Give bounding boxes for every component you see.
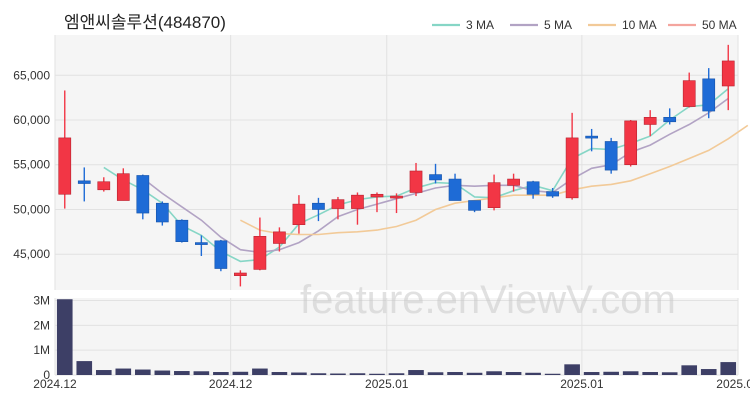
candle-body [175, 219, 189, 242]
volume-bar [330, 373, 346, 375]
volume-bar [603, 371, 619, 375]
price-panel-background [55, 35, 738, 290]
volume-tick-label: 1M [33, 343, 50, 357]
candle-body [195, 242, 208, 245]
candle-body [214, 240, 228, 269]
volume-bar [213, 372, 229, 375]
candle-body [585, 135, 598, 139]
candle-body [507, 178, 520, 186]
x-tick-label: 2025.01 [365, 377, 409, 391]
candle-body [565, 137, 579, 199]
candle-body [702, 78, 716, 112]
candle-body [526, 181, 540, 195]
volume-bar [486, 371, 502, 375]
volume-bar [408, 370, 424, 375]
volume-tick-label: 3M [33, 293, 50, 307]
candle-body [234, 272, 247, 276]
volume-panel-background [55, 298, 738, 375]
volume-bar [369, 373, 385, 375]
volume-bar [135, 369, 151, 375]
volume-bar [427, 372, 444, 375]
candle-body [351, 194, 364, 209]
volume-bar [388, 373, 405, 375]
volume-bar [252, 368, 268, 375]
x-tick-label: 2025.02 [716, 377, 750, 391]
candle-body [468, 200, 481, 211]
candle-body [331, 199, 345, 209]
volume-bar [681, 365, 698, 375]
volume-bar [564, 364, 580, 375]
legend-label: 3 MA [466, 18, 494, 32]
candle-body [409, 170, 423, 193]
volume-bar [642, 372, 658, 375]
candle-body [721, 60, 735, 87]
candle-body [390, 195, 403, 199]
candle-body [429, 174, 442, 181]
volume-bar [193, 371, 210, 375]
volume-bar [720, 362, 737, 375]
legend-label: 5 MA [544, 18, 572, 32]
volume-bar [271, 372, 288, 375]
volume-bar [525, 372, 541, 375]
x-tick-label: 2024.12 [209, 377, 253, 391]
volume-bar [56, 299, 73, 375]
volume-bar [95, 370, 112, 375]
candle-body [77, 180, 91, 184]
volume-bar [505, 372, 522, 375]
volume-bar [310, 373, 327, 375]
volume-bar [544, 373, 561, 375]
volume-bar [583, 372, 600, 375]
price-tick-label: 45,000 [13, 247, 50, 261]
candle-body [97, 181, 111, 191]
candle-body [312, 202, 325, 210]
volume-bar [174, 371, 190, 375]
volume-bar [154, 370, 171, 375]
candle-body [136, 175, 150, 214]
volume-bar [349, 373, 366, 375]
x-tick-label: 2024.12 [33, 377, 77, 391]
x-tick-label: 2025.01 [560, 377, 604, 391]
price-tick-label: 50,000 [13, 202, 50, 216]
candle-body [292, 203, 306, 225]
volume-bar [661, 372, 678, 375]
candle-body [487, 182, 501, 208]
candle-body [448, 178, 462, 201]
volume-bar [447, 372, 463, 375]
candle-body [643, 117, 657, 125]
volume-tick-label: 2M [33, 318, 50, 332]
candle-body [604, 141, 618, 171]
candle-body [624, 120, 638, 166]
volume-bar [291, 372, 307, 375]
volume-bar [115, 368, 132, 375]
chart-title: 엠앤씨솔루션(484870) [64, 13, 226, 32]
candle-body [682, 80, 696, 107]
candle-body [58, 137, 72, 195]
candle-body [546, 191, 559, 197]
watermark: feature.enViewV.com [300, 278, 676, 322]
candle-body [370, 193, 384, 198]
candle-body [663, 117, 677, 123]
volume-bar [76, 361, 93, 375]
candle-body [253, 236, 267, 270]
price-tick-label: 60,000 [13, 113, 50, 127]
candle-body [155, 202, 169, 223]
volume-bar [466, 372, 483, 375]
price-tick-label: 55,000 [13, 158, 50, 172]
volume-bar [622, 371, 639, 375]
volume-bar [700, 369, 717, 375]
legend-label: 50 MA [702, 18, 737, 32]
volume-tick-label: 0 [43, 368, 50, 382]
legend-label: 10 MA [622, 18, 657, 32]
candle-body [116, 173, 130, 201]
volume-bar [232, 371, 249, 375]
candle-body [273, 231, 286, 244]
price-tick-label: 65,000 [13, 68, 50, 82]
